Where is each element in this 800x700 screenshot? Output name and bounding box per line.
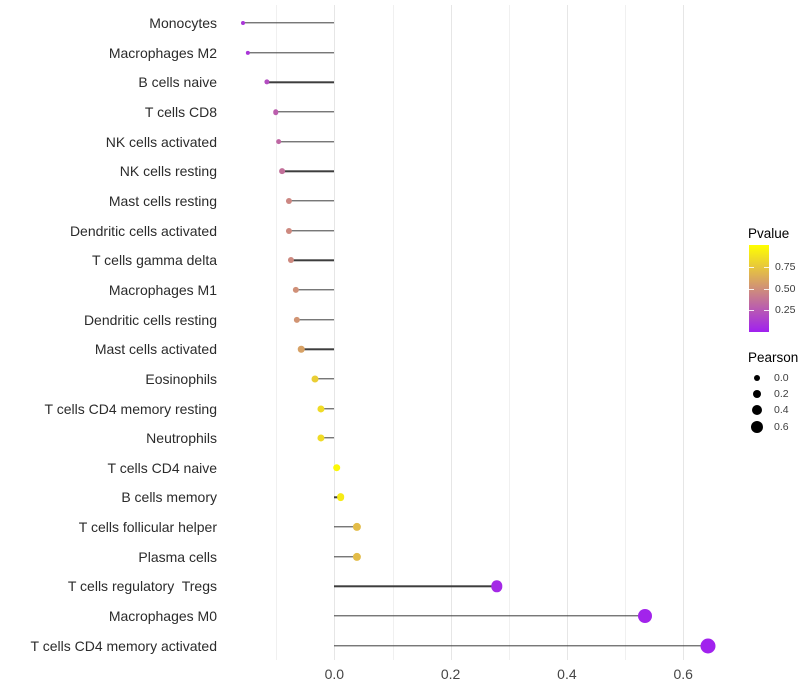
lollipop-stem bbox=[320, 407, 335, 410]
lollipop-dot bbox=[297, 345, 305, 353]
colorbar-tick-right bbox=[764, 288, 769, 290]
lollipop-dot bbox=[317, 434, 325, 442]
pvalue-tick-label: 0.25 bbox=[775, 304, 796, 317]
lollipop-stem bbox=[295, 289, 335, 291]
pearson-legend-title: Pearson bbox=[748, 350, 799, 365]
row-label: T cells regulatory Tregs bbox=[67, 578, 217, 595]
row-label: T cells follicular helper bbox=[78, 519, 217, 536]
major-gridline bbox=[683, 5, 685, 660]
lollipop-dot bbox=[311, 375, 319, 383]
lollipop-dot bbox=[292, 286, 300, 294]
pearson-tick-label: 0.4 bbox=[774, 403, 789, 416]
row-label: T cells CD4 memory resting bbox=[44, 400, 217, 417]
minor-gridline bbox=[625, 5, 626, 660]
pearson-legend-dot bbox=[752, 404, 762, 415]
lollipop-stem bbox=[334, 556, 357, 558]
lollipop-dot bbox=[700, 638, 716, 654]
pvalue-tick-label: 0.50 bbox=[775, 282, 796, 295]
lollipop-dot bbox=[491, 580, 503, 593]
minor-gridline bbox=[276, 5, 278, 660]
lollipop-dot bbox=[285, 227, 292, 234]
major-gridline bbox=[566, 5, 568, 660]
row-label: Eosinophils bbox=[145, 370, 217, 387]
row-label: Macrophages M1 bbox=[108, 281, 217, 298]
lollipop-dot bbox=[272, 109, 279, 115]
lollipop-dot bbox=[264, 79, 270, 85]
row-label: B cells naive bbox=[138, 74, 217, 91]
row-label: Mast cells resting bbox=[108, 192, 217, 209]
row-label: T cells CD4 memory activated bbox=[30, 637, 217, 654]
colorbar-tick-left bbox=[749, 288, 754, 290]
lollipop-stem bbox=[334, 585, 498, 588]
pearson-tick-label: 0.2 bbox=[774, 387, 789, 400]
row-label: T cells CD4 naive bbox=[107, 459, 217, 476]
lollipop-dot bbox=[352, 552, 362, 561]
lollipop-stem bbox=[315, 378, 335, 380]
pearson-tick-label: 0.0 bbox=[774, 371, 789, 384]
pvalue-colorbar bbox=[749, 245, 769, 332]
row-label: T cells CD8 bbox=[144, 104, 217, 120]
lollipop-dot bbox=[285, 197, 292, 204]
lollipop-stem bbox=[266, 81, 335, 83]
colorbar-tick-left bbox=[749, 310, 754, 312]
lollipop-stem bbox=[291, 259, 335, 261]
colorbar-tick-left bbox=[749, 266, 754, 268]
lollipop-dot bbox=[317, 404, 325, 413]
lollipop-stem bbox=[297, 318, 335, 321]
row-label: Macrophages M2 bbox=[108, 44, 217, 61]
row-label: NK cells activated bbox=[105, 133, 217, 150]
pvalue-legend-title: Pvalue bbox=[748, 226, 790, 241]
lollipop-stem bbox=[301, 348, 335, 350]
row-label: Dendritic cells resting bbox=[83, 311, 217, 328]
lollipop-dot bbox=[241, 21, 245, 25]
pearson-legend-dot bbox=[751, 420, 763, 433]
minor-gridline bbox=[392, 5, 394, 660]
row-label: Mast cells activated bbox=[94, 341, 217, 358]
lollipop-stem bbox=[334, 526, 357, 528]
lollipop-stem bbox=[320, 437, 335, 439]
lollipop-dot bbox=[352, 523, 362, 532]
lollipop-dot bbox=[279, 168, 285, 175]
lollipop-stem bbox=[288, 229, 335, 232]
pearson-legend-dot bbox=[754, 375, 760, 381]
pearson-legend-dot bbox=[753, 389, 761, 398]
lollipop-dot bbox=[638, 609, 653, 624]
lollipop-dot bbox=[293, 316, 301, 323]
x-tick-label: 0.6 bbox=[673, 666, 693, 682]
row-label: NK cells resting bbox=[119, 163, 217, 180]
row-label: Plasma cells bbox=[138, 548, 217, 565]
lollipop-dot bbox=[275, 138, 282, 145]
lollipop-dot bbox=[336, 493, 345, 502]
major-gridline bbox=[334, 5, 336, 660]
lollipop-dot bbox=[332, 464, 341, 472]
lollipop-stem bbox=[248, 51, 335, 54]
row-label: B cells memory bbox=[121, 489, 217, 506]
lollipop-stem bbox=[334, 615, 646, 617]
row-label: Monocytes bbox=[149, 15, 217, 31]
row-label: Macrophages M0 bbox=[108, 608, 217, 625]
lollipop-stem bbox=[278, 140, 335, 143]
major-gridline bbox=[450, 5, 452, 660]
lollipop-stem bbox=[282, 170, 335, 172]
row-label: Dendritic cells activated bbox=[69, 222, 217, 239]
colorbar-tick-right bbox=[764, 310, 769, 312]
lollipop-stem bbox=[334, 644, 709, 647]
pvalue-tick-label: 0.75 bbox=[775, 260, 796, 273]
colorbar-tick-right bbox=[764, 266, 769, 268]
pearson-tick-label: 0.6 bbox=[774, 420, 789, 433]
row-label: Neutrophils bbox=[146, 430, 217, 447]
minor-gridline bbox=[508, 5, 510, 660]
x-tick-label: 0.0 bbox=[324, 666, 345, 682]
lollipop-stem bbox=[275, 111, 335, 113]
x-tick-label: 0.4 bbox=[557, 666, 577, 682]
x-tick-label: 0.2 bbox=[440, 666, 461, 682]
lollipop-stem bbox=[243, 22, 335, 24]
lollipop-stem bbox=[288, 200, 335, 202]
lollipop-dot bbox=[246, 50, 251, 55]
row-label: T cells gamma delta bbox=[91, 252, 217, 269]
lollipop-dot bbox=[288, 257, 295, 264]
